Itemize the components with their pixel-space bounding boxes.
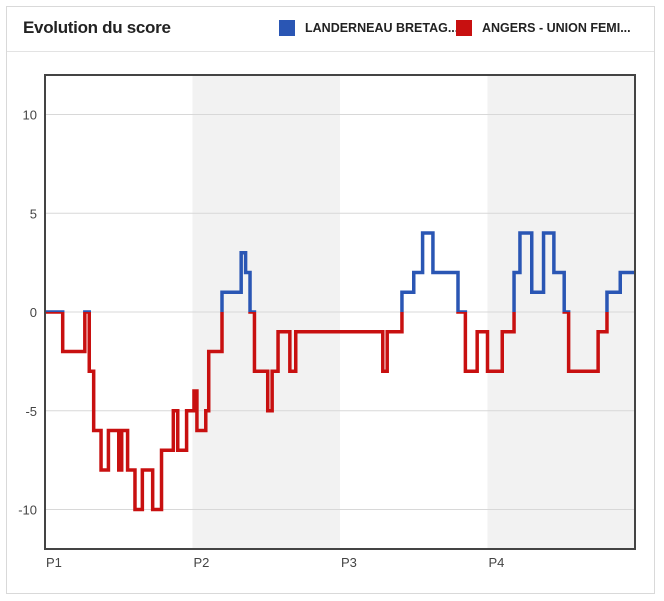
score-evolution-card: Evolution du score LANDERNEAU BRETAG... … [6, 6, 655, 594]
x-tick-label: P4 [489, 555, 505, 570]
legend-swatch-landerneau [279, 20, 295, 36]
card-header: Evolution du score LANDERNEAU BRETAG... … [7, 7, 654, 52]
x-tick-label: P1 [46, 555, 62, 570]
score-chart: 10 5 0 -5 -10 P1 P2 P3 P4 [18, 74, 636, 570]
x-tick-label: P2 [194, 555, 210, 570]
y-tick-label: 10 [23, 108, 37, 123]
y-tick-label: 5 [30, 206, 37, 221]
y-tick-label: -5 [25, 404, 37, 419]
plot-frame [44, 74, 636, 550]
y-tick-label: -10 [18, 503, 37, 518]
y-tick-label: 0 [30, 305, 37, 320]
legend-label-landerneau: LANDERNEAU BRETAG... [305, 21, 459, 35]
score-line-landerneau [45, 231, 635, 312]
x-tick-label: P3 [341, 555, 357, 570]
legend-item-angers[interactable]: ANGERS - UNION FEMI... [456, 20, 631, 36]
score-line-angers [45, 312, 609, 512]
legend-label-angers: ANGERS - UNION FEMI... [482, 21, 631, 35]
legend-swatch-angers [456, 20, 472, 36]
legend-item-landerneau[interactable]: LANDERNEAU BRETAG... [279, 20, 458, 36]
chart-title: Evolution du score [23, 18, 171, 37]
